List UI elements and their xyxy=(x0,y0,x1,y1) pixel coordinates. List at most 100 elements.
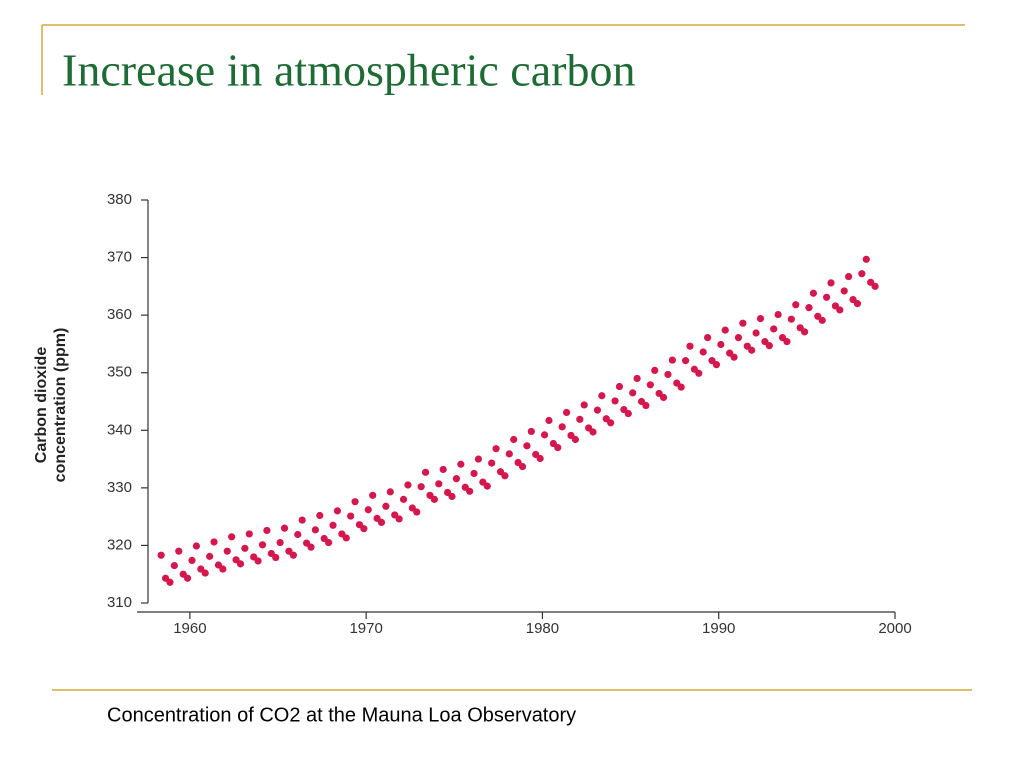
data-point xyxy=(369,491,377,499)
data-point xyxy=(342,534,350,542)
data-point xyxy=(272,553,280,562)
data-point xyxy=(633,374,641,383)
data-point xyxy=(783,338,791,346)
data-point xyxy=(695,369,703,377)
data-point xyxy=(289,551,297,559)
data-point xyxy=(417,483,425,491)
data-point xyxy=(188,556,196,564)
x-tick-label: 1990 xyxy=(702,620,735,637)
data-point xyxy=(474,455,483,463)
data-point xyxy=(210,538,218,546)
data-point xyxy=(311,526,319,534)
data-point xyxy=(395,515,403,523)
data-point xyxy=(827,279,835,287)
data-point xyxy=(840,287,848,295)
data-point xyxy=(175,547,183,555)
data-point xyxy=(201,569,209,577)
data-point xyxy=(642,401,650,410)
data-point xyxy=(263,526,271,535)
data-point xyxy=(862,255,870,263)
data-point xyxy=(236,560,245,568)
data-point xyxy=(325,538,333,547)
data-point xyxy=(457,460,465,468)
data-point xyxy=(307,543,315,551)
x-tick-label: 1960 xyxy=(173,620,206,637)
data-point xyxy=(377,518,386,527)
data-point xyxy=(219,565,227,573)
data-point xyxy=(540,431,549,439)
data-point xyxy=(298,516,306,524)
data-point xyxy=(192,542,201,550)
data-point xyxy=(576,415,584,423)
data-point xyxy=(651,366,659,375)
data-point xyxy=(712,361,721,369)
data-point xyxy=(523,442,531,450)
data-point xyxy=(536,454,544,463)
data-point xyxy=(183,574,192,582)
data-point xyxy=(562,408,571,417)
data-point xyxy=(280,524,289,532)
data-point xyxy=(448,492,456,501)
y-tick-label: 350 xyxy=(107,364,132,381)
data-point xyxy=(756,314,765,323)
y-tick-label: 330 xyxy=(107,479,132,496)
data-point xyxy=(836,306,844,314)
data-point xyxy=(593,406,602,414)
data-point xyxy=(492,445,500,453)
data-point xyxy=(686,342,694,350)
y-axis-label-line: Carbon dioxide xyxy=(33,347,50,464)
data-point xyxy=(347,512,355,520)
data-point xyxy=(435,480,443,488)
data-point xyxy=(739,319,747,327)
data-point xyxy=(501,472,509,480)
data-point xyxy=(571,435,580,444)
data-point xyxy=(752,329,760,337)
data-point xyxy=(589,428,597,436)
data-point xyxy=(254,557,262,565)
data-point xyxy=(792,301,800,309)
data-point xyxy=(452,475,461,483)
data-point xyxy=(276,538,284,547)
data-point xyxy=(399,495,408,503)
data-point xyxy=(748,346,756,354)
data-point xyxy=(845,272,853,281)
data-point xyxy=(646,381,654,389)
data-point xyxy=(258,541,267,549)
data-point xyxy=(364,506,372,514)
data-point xyxy=(730,353,738,361)
data-point xyxy=(699,348,707,356)
data-point xyxy=(386,488,394,496)
y-tick-label: 360 xyxy=(107,306,132,323)
y-tick-label: 320 xyxy=(107,536,132,553)
data-point xyxy=(734,333,743,342)
data-point xyxy=(527,427,535,436)
data-point xyxy=(704,333,712,342)
data-point xyxy=(518,462,527,471)
data-point xyxy=(558,423,566,431)
data-point xyxy=(677,383,685,391)
data-point xyxy=(483,482,491,490)
data-point xyxy=(853,300,862,308)
slide-title: Increase in atmospheric carbon xyxy=(62,45,635,96)
data-point xyxy=(717,340,725,349)
data-point xyxy=(554,443,562,452)
data-point xyxy=(430,495,438,503)
data-point xyxy=(598,392,606,400)
data-point xyxy=(316,511,324,520)
data-point xyxy=(659,393,668,402)
data-point xyxy=(809,289,817,297)
data-point xyxy=(823,293,831,301)
data-point xyxy=(223,547,231,555)
data-point xyxy=(466,487,474,495)
data-point xyxy=(294,530,302,539)
x-tick-label: 2000 xyxy=(878,620,911,637)
y-axis-label-line: concentration (ppm) xyxy=(52,328,69,483)
data-point xyxy=(329,521,337,529)
y-axis-label: Carbon dioxide concentration (ppm) xyxy=(33,328,69,483)
data-point xyxy=(360,525,368,533)
data-point xyxy=(774,310,782,319)
data-point xyxy=(333,507,342,515)
data-point xyxy=(871,282,879,290)
data-point xyxy=(607,419,615,427)
